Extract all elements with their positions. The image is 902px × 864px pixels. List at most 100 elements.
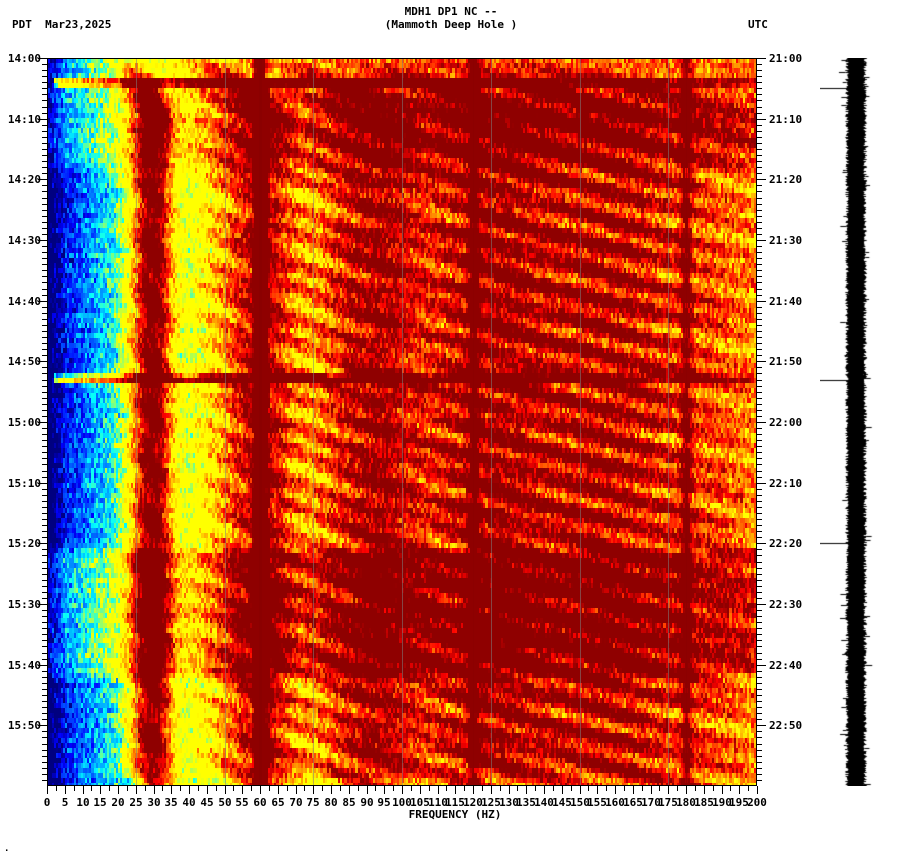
time-axis-minor-tick (757, 137, 762, 138)
frequency-axis-minor-tick (659, 786, 660, 791)
time-axis-minor-tick (757, 319, 762, 320)
time-axis-minor-tick (757, 471, 762, 472)
frequency-axis-major-tick (420, 786, 421, 794)
time-axis-minor-tick (42, 744, 47, 745)
time-axis-minor-tick (757, 222, 762, 223)
time-axis-minor-tick (42, 319, 47, 320)
time-axis-minor-tick (42, 713, 47, 714)
time-axis-minor-tick (42, 671, 47, 672)
time-axis-minor-tick (757, 713, 762, 714)
frequency-axis-minor-tick (375, 786, 376, 791)
time-axis-minor-tick (42, 155, 47, 156)
header-timezone-right: UTC (748, 18, 768, 31)
time-axis-minor-tick (757, 622, 762, 623)
time-axis-minor-tick (757, 307, 762, 308)
frequency-axis-major-tick (171, 786, 172, 794)
frequency-axis-minor-tick (713, 786, 714, 791)
time-axis-minor-tick (42, 191, 47, 192)
frequency-axis-major-tick (260, 786, 261, 794)
time-axis-minor-tick (42, 185, 47, 186)
frequency-axis-minor-tick (109, 786, 110, 791)
frequency-axis-major-tick (384, 786, 385, 794)
frequency-axis-major-tick (739, 786, 740, 794)
frequency-axis-major-tick (278, 786, 279, 794)
time-axis-minor-tick (757, 531, 762, 532)
time-axis-minor-tick (757, 574, 762, 575)
time-axis-minor-tick (757, 719, 762, 720)
frequency-axis-minor-tick (677, 786, 678, 791)
time-axis-minor-tick (757, 586, 762, 587)
time-axis-minor-tick (757, 646, 762, 647)
time-axis-minor-tick (42, 228, 47, 229)
time-axis-minor-tick (757, 780, 762, 781)
time-label-pdt: 14:10 (0, 113, 41, 126)
time-axis-minor-tick (42, 683, 47, 684)
time-axis-minor-tick (42, 622, 47, 623)
time-axis-minor-tick (757, 210, 762, 211)
frequency-axis-major-tick (615, 786, 616, 794)
time-label-pdt: 14:30 (0, 234, 41, 247)
frequency-axis-minor-tick (606, 786, 607, 791)
time-axis-major-tick (757, 543, 766, 544)
time-axis-minor-tick (757, 440, 762, 441)
frequency-axis-minor-tick (91, 786, 92, 791)
frequency-axis-minor-tick (624, 786, 625, 791)
time-axis-minor-tick (757, 246, 762, 247)
spectrogram-heatmap-canvas[interactable] (47, 58, 757, 786)
time-axis-minor-tick (757, 610, 762, 611)
frequency-axis-major-tick (722, 786, 723, 794)
time-axis-minor-tick (757, 380, 762, 381)
time-axis-minor-tick (42, 331, 47, 332)
frequency-axis-major-tick (668, 786, 669, 794)
time-axis-minor-tick (757, 367, 762, 368)
time-axis-minor-tick (757, 94, 762, 95)
time-axis-minor-tick (757, 683, 762, 684)
time-axis-minor-tick (42, 562, 47, 563)
time-axis-minor-tick (42, 88, 47, 89)
time-axis-minor-tick (757, 131, 762, 132)
time-axis-minor-tick (42, 774, 47, 775)
frequency-axis-minor-tick (304, 786, 305, 791)
frequency-axis-minor-tick (216, 786, 217, 791)
time-axis-minor-tick (42, 452, 47, 453)
time-axis-minor-tick (757, 446, 762, 447)
time-axis-minor-tick (42, 210, 47, 211)
time-label-pdt: 15:50 (0, 719, 41, 732)
time-axis-minor-tick (42, 404, 47, 405)
time-axis-minor-tick (42, 428, 47, 429)
time-axis-minor-tick (757, 434, 762, 435)
time-axis-minor-tick (757, 707, 762, 708)
time-axis-minor-tick (757, 276, 762, 277)
time-axis-minor-tick (42, 731, 47, 732)
time-axis-minor-tick (757, 580, 762, 581)
time-axis-minor-tick (757, 258, 762, 259)
time-label-utc: 21:10 (769, 113, 802, 126)
time-axis-minor-tick (757, 404, 762, 405)
time-axis-minor-tick (757, 143, 762, 144)
frequency-axis-major-tick (686, 786, 687, 794)
time-axis-minor-tick (42, 137, 47, 138)
time-axis-minor-tick (757, 549, 762, 550)
frequency-axis-minor-tick (322, 786, 323, 791)
time-axis-minor-tick (757, 592, 762, 593)
time-axis-minor-tick (42, 410, 47, 411)
frequency-axis-minor-tick (358, 786, 359, 791)
frequency-axis-minor-tick (446, 786, 447, 791)
time-axis-minor-tick (42, 367, 47, 368)
time-axis-minor-tick (42, 549, 47, 550)
time-axis-minor-tick (42, 64, 47, 65)
frequency-axis-major-tick (313, 786, 314, 794)
time-axis-minor-tick (42, 592, 47, 593)
spectrogram-plot[interactable] (47, 58, 757, 786)
time-axis-minor-tick (42, 574, 47, 575)
time-axis-minor-tick (42, 100, 47, 101)
frequency-axis-minor-tick (233, 786, 234, 791)
time-label-pdt: 15:10 (0, 477, 41, 490)
time-label-utc: 22:50 (769, 719, 802, 732)
time-label-utc: 21:40 (769, 295, 802, 308)
time-axis-minor-tick (42, 107, 47, 108)
time-axis-minor-tick (42, 440, 47, 441)
frequency-axis-minor-tick (535, 786, 536, 791)
time-axis-minor-tick (757, 331, 762, 332)
time-axis-minor-tick (757, 386, 762, 387)
